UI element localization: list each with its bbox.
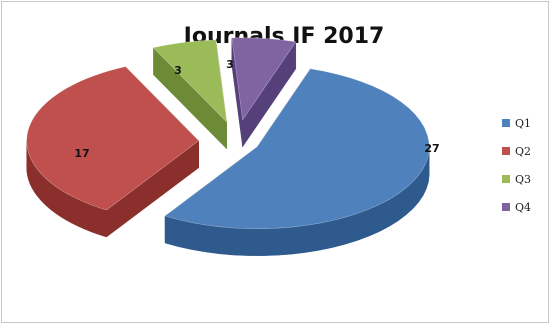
legend-swatch-q3 [502,175,510,183]
legend-label-q1: Q1 [515,117,531,130]
legend: Q1 Q2 Q3 Q4 [502,117,531,214]
data-label-q4: 3 [226,58,234,71]
slice-wall-q3-0 [153,47,227,150]
slice-q2 [26,65,200,238]
legend-label-q3: Q3 [515,173,531,186]
legend-swatch-q1 [502,119,510,127]
data-label-q1: 27 [424,142,439,155]
legend-label-q4: Q4 [515,201,531,214]
slice-top-q3 [152,39,228,123]
slice-q3 [152,39,228,150]
legend-item-q2: Q2 [502,145,531,158]
legend-item-q1: Q1 [502,117,531,130]
slice-top-q2 [26,66,200,211]
data-labels: 27 17 3 3 [74,58,439,160]
slice-side-q2 [26,139,107,238]
slice-top-q4 [231,37,297,121]
slice-side-q1 [164,148,430,256]
data-label-q3: 3 [174,64,182,77]
slice-top-q1 [164,68,430,230]
slice-q1 [164,67,430,256]
pie-slices [26,37,430,256]
data-label-q2: 17 [74,147,89,160]
legend-item-q3: Q3 [502,173,531,186]
legend-swatch-q4 [502,203,510,211]
legend-label-q2: Q2 [515,145,531,158]
legend-swatch-q2 [502,147,510,155]
legend-item-q4: Q4 [502,201,531,214]
slice-q4 [231,37,297,148]
